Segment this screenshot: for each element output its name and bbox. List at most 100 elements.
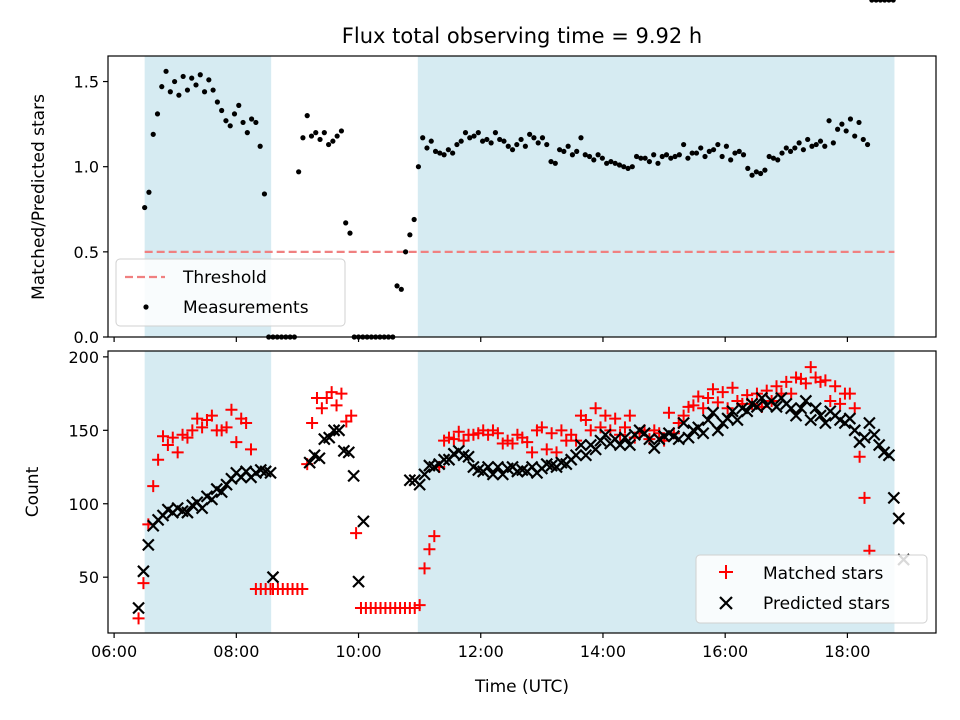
measurement-point	[569, 152, 576, 158]
predicted-star-point	[403, 473, 417, 487]
predicted-star-point	[848, 424, 862, 437]
measurement-point	[154, 111, 161, 117]
measurement-point	[749, 172, 755, 178]
measurement-point	[180, 73, 186, 80]
measurement-point	[616, 162, 623, 168]
measurement-point	[676, 152, 682, 158]
top-x-axis-ticks	[113, 337, 848, 342]
measurement-point	[428, 138, 434, 144]
measurement-point	[514, 141, 520, 148]
predicted-star-point	[706, 406, 720, 419]
matched-star-point	[780, 375, 793, 388]
matched-star-point	[721, 402, 734, 415]
predicted-star-point	[863, 416, 876, 430]
matched-star-point	[535, 421, 548, 434]
measurement-point	[484, 136, 490, 143]
predicted-star-point	[486, 468, 500, 481]
x-tick-label: 12:00	[458, 642, 504, 661]
predicted-star-point	[643, 432, 656, 446]
matched-star-point	[834, 397, 847, 410]
predicted-star-point	[794, 402, 808, 415]
matched-star-point	[418, 562, 431, 575]
measurement-point	[860, 136, 866, 143]
predicted-star-point	[868, 428, 881, 441]
measurement-point	[176, 92, 182, 98]
matched-star-point	[335, 387, 348, 400]
predicted-star-point	[819, 416, 832, 430]
measurement-point	[839, 121, 845, 127]
matched-star-point	[555, 424, 568, 437]
measurement-point	[539, 135, 546, 141]
measurement-point	[595, 152, 601, 158]
legend-measurements-swatch	[143, 304, 149, 310]
matched-star-point	[330, 399, 343, 412]
predicted-star-point	[347, 469, 360, 483]
measurement-point	[343, 220, 349, 226]
matched-star-point	[345, 409, 358, 422]
matched-star-point	[584, 424, 597, 437]
legend-measurements-label: Measurements	[183, 298, 309, 318]
matched-star-point	[843, 387, 856, 400]
legend-matched-swatch	[719, 565, 733, 579]
measurement-point	[330, 138, 336, 144]
bottom-x-axis-ticks: 06:00 08:00 10:00 12:00 14:00 16:00 18:00	[91, 633, 870, 661]
matched-star-point	[205, 409, 218, 422]
predicted-star-point	[882, 449, 896, 462]
predicted-star-point	[205, 493, 219, 506]
measurement-point	[715, 141, 721, 148]
measurement-point	[509, 147, 516, 153]
predicted-star-point	[599, 428, 612, 441]
matched-star-point	[491, 427, 504, 440]
y-tick-label: 50	[79, 568, 99, 587]
predicted-star-point	[481, 460, 495, 474]
matched-star-point	[824, 394, 837, 407]
measurement-point	[394, 283, 400, 289]
matched-star-point	[618, 421, 631, 434]
measurement-point	[762, 167, 768, 173]
measurement-point	[505, 143, 511, 149]
measurement-point	[261, 191, 268, 197]
measurement-point	[420, 135, 426, 141]
measurement-point	[681, 141, 687, 148]
predicted-star-point	[618, 431, 632, 444]
top-panel-shaded-regions	[144, 56, 895, 337]
predicted-star-point	[755, 391, 769, 405]
predicted-star-point	[648, 441, 661, 455]
measurement-point	[706, 148, 712, 154]
measurement-point	[689, 150, 695, 156]
measurement-point	[257, 143, 263, 149]
matched-star-point	[848, 402, 861, 415]
measurement-point	[479, 138, 486, 144]
measurement-point	[591, 157, 597, 163]
measurement-point	[719, 153, 725, 160]
bottom-legend-box	[695, 554, 928, 624]
matched-star-point	[306, 416, 319, 429]
predicted-star-point	[332, 424, 346, 437]
measurement-point	[415, 164, 422, 170]
top-legend-box	[115, 258, 346, 327]
matched-star-point	[447, 433, 460, 446]
measurement-point	[201, 89, 208, 95]
matched-star-point	[521, 436, 534, 449]
top-y-axis-label: Matched/Predicted stars	[29, 94, 49, 300]
y-tick-label: 0.0	[74, 328, 99, 347]
x-tick-label: 18:00	[824, 642, 870, 661]
predicted-star-point	[303, 456, 316, 469]
predicted-star-point	[137, 565, 150, 578]
matched-star-point	[171, 446, 184, 459]
measurement-point	[800, 147, 806, 153]
matched-star-point	[692, 390, 705, 403]
measurement-point	[334, 133, 340, 139]
predicted-star-point	[726, 404, 739, 418]
matched-star-point	[428, 530, 441, 543]
y-tick-label: 200	[68, 348, 99, 367]
top-legend: Threshold Measurements	[115, 258, 346, 327]
measurement-point	[398, 286, 404, 292]
measurement-point	[518, 136, 524, 143]
measurement-point	[817, 138, 824, 144]
matched-star-point	[726, 381, 739, 394]
measurement-point	[586, 153, 593, 160]
measurement-point	[758, 170, 764, 177]
measurement-point	[869, 0, 875, 3]
matched-star-point	[711, 396, 724, 409]
